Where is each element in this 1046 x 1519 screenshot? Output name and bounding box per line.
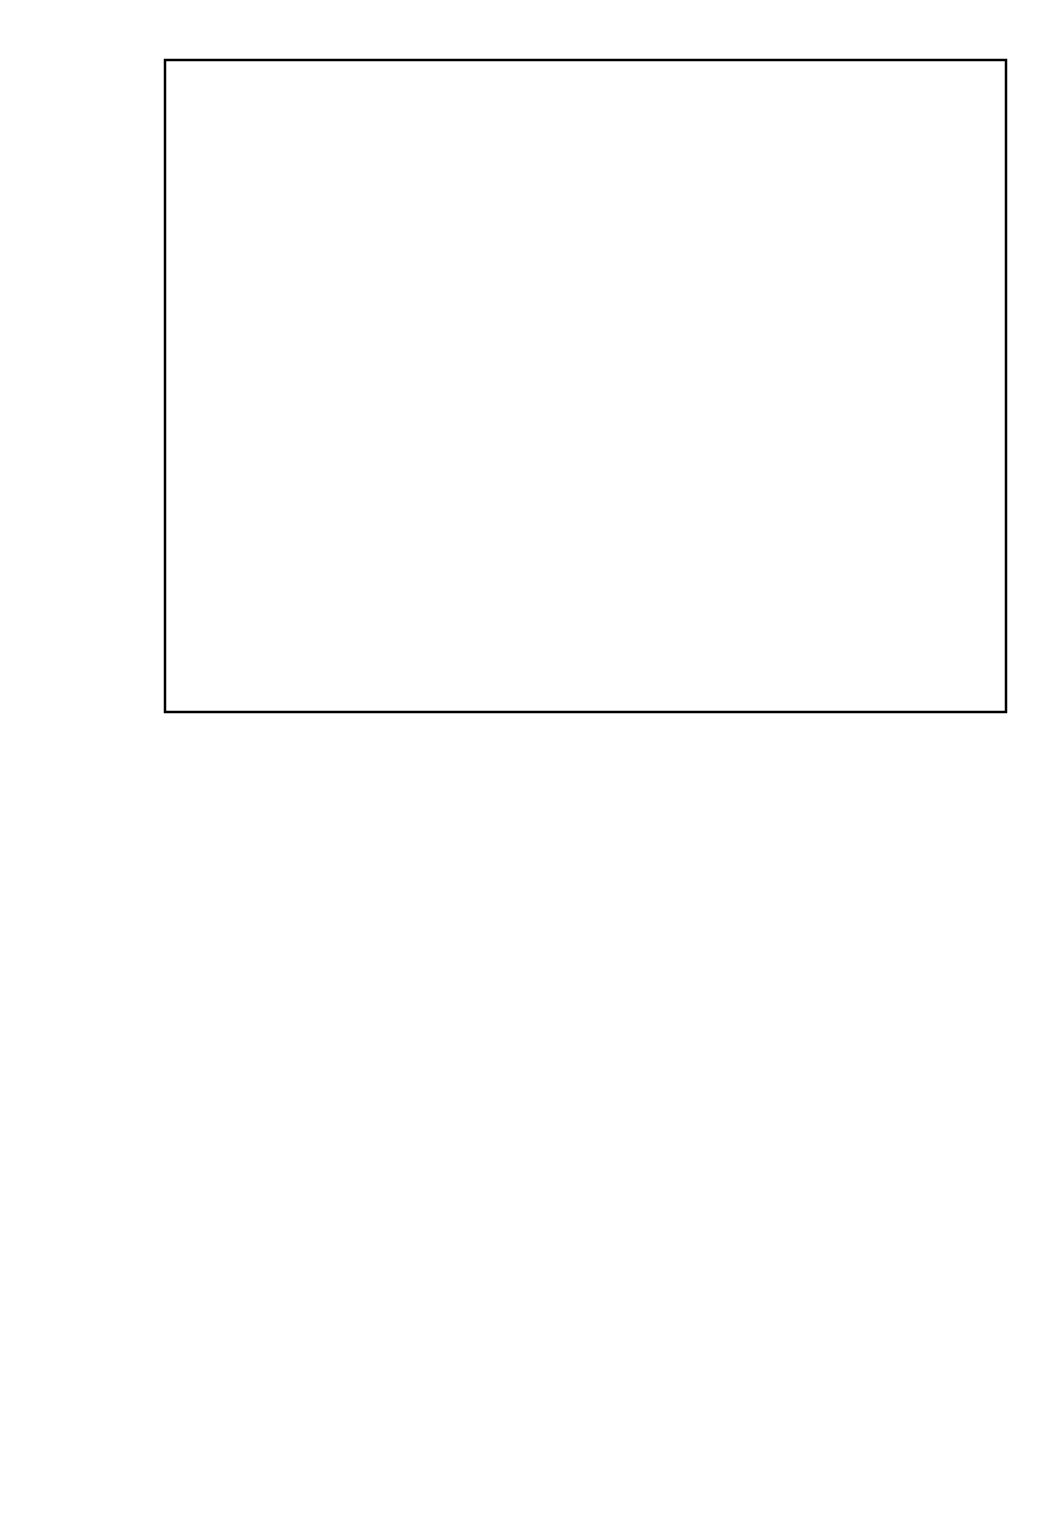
- figure: [0, 0, 1046, 1519]
